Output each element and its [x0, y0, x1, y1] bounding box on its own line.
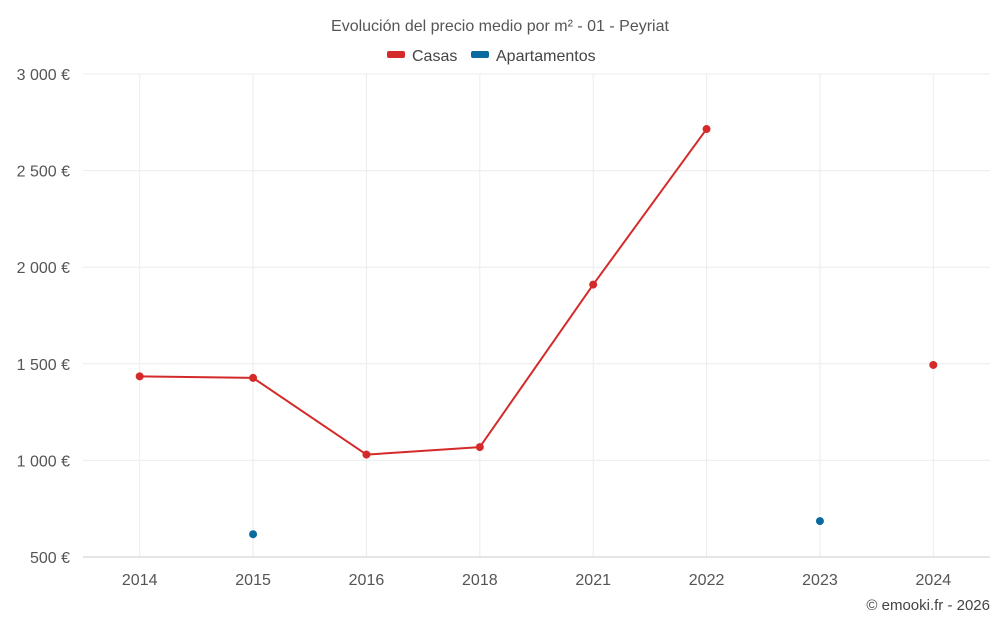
y-tick-label: 1 500 €: [17, 357, 70, 374]
series-line-casas: [478, 283, 595, 449]
y-tick-label: 1 000 €: [17, 453, 70, 470]
y-tick-label: 500 €: [30, 550, 70, 567]
credit-text: © emooki.fr - 2026: [866, 597, 990, 614]
legend-label-apartamentos: Apartamentos: [496, 48, 596, 65]
legend-label-casas: Casas: [412, 48, 457, 65]
x-tick-label: 2023: [802, 572, 838, 589]
data-point-casas: [702, 125, 711, 134]
series-apartamentos: [249, 517, 824, 539]
data-point-casas: [362, 450, 371, 459]
x-tick-label: 2021: [575, 572, 611, 589]
series-line-casas: [365, 446, 481, 456]
legend-item-casas[interactable]: Casas: [387, 48, 457, 65]
legend: Casas Apartamentos: [387, 48, 596, 65]
x-tick-label: 2022: [689, 572, 725, 589]
legend-swatch-apartamentos: [471, 51, 489, 58]
series-casas: [135, 125, 938, 459]
x-tick-label: 2018: [462, 572, 498, 589]
data-point-apartamentos: [815, 517, 824, 526]
legend-swatch-casas: [387, 51, 405, 58]
data-point-casas: [249, 373, 258, 382]
legend-item-apartamentos[interactable]: Apartamentos: [471, 48, 596, 65]
series-line-casas: [592, 128, 708, 286]
series-line-casas: [138, 375, 255, 379]
grid: [83, 73, 990, 557]
axes: 500 € 1 000 € 1 500 € 2 000 € 2 500 € 3 000 €…: [17, 67, 990, 589]
x-tick-label: 2016: [349, 572, 385, 589]
data-point-apartamentos: [249, 530, 258, 539]
y-tick-label: 2 000 €: [17, 260, 70, 277]
y-tick-label: 3 000 €: [17, 67, 70, 84]
plot-series: [135, 125, 938, 539]
data-point-casas: [475, 443, 484, 452]
data-point-casas: [589, 280, 598, 289]
x-tick-label: 2024: [916, 572, 952, 589]
x-tick-label: 2015: [235, 572, 271, 589]
y-tick-label: 2 500 €: [17, 164, 70, 181]
x-tick-label: 2014: [122, 572, 158, 589]
data-point-casas: [929, 360, 938, 369]
series-line-casas: [252, 376, 368, 456]
chart-title: Evolución del precio medio por m² - 01 -…: [331, 18, 669, 35]
data-point-casas: [135, 372, 144, 381]
